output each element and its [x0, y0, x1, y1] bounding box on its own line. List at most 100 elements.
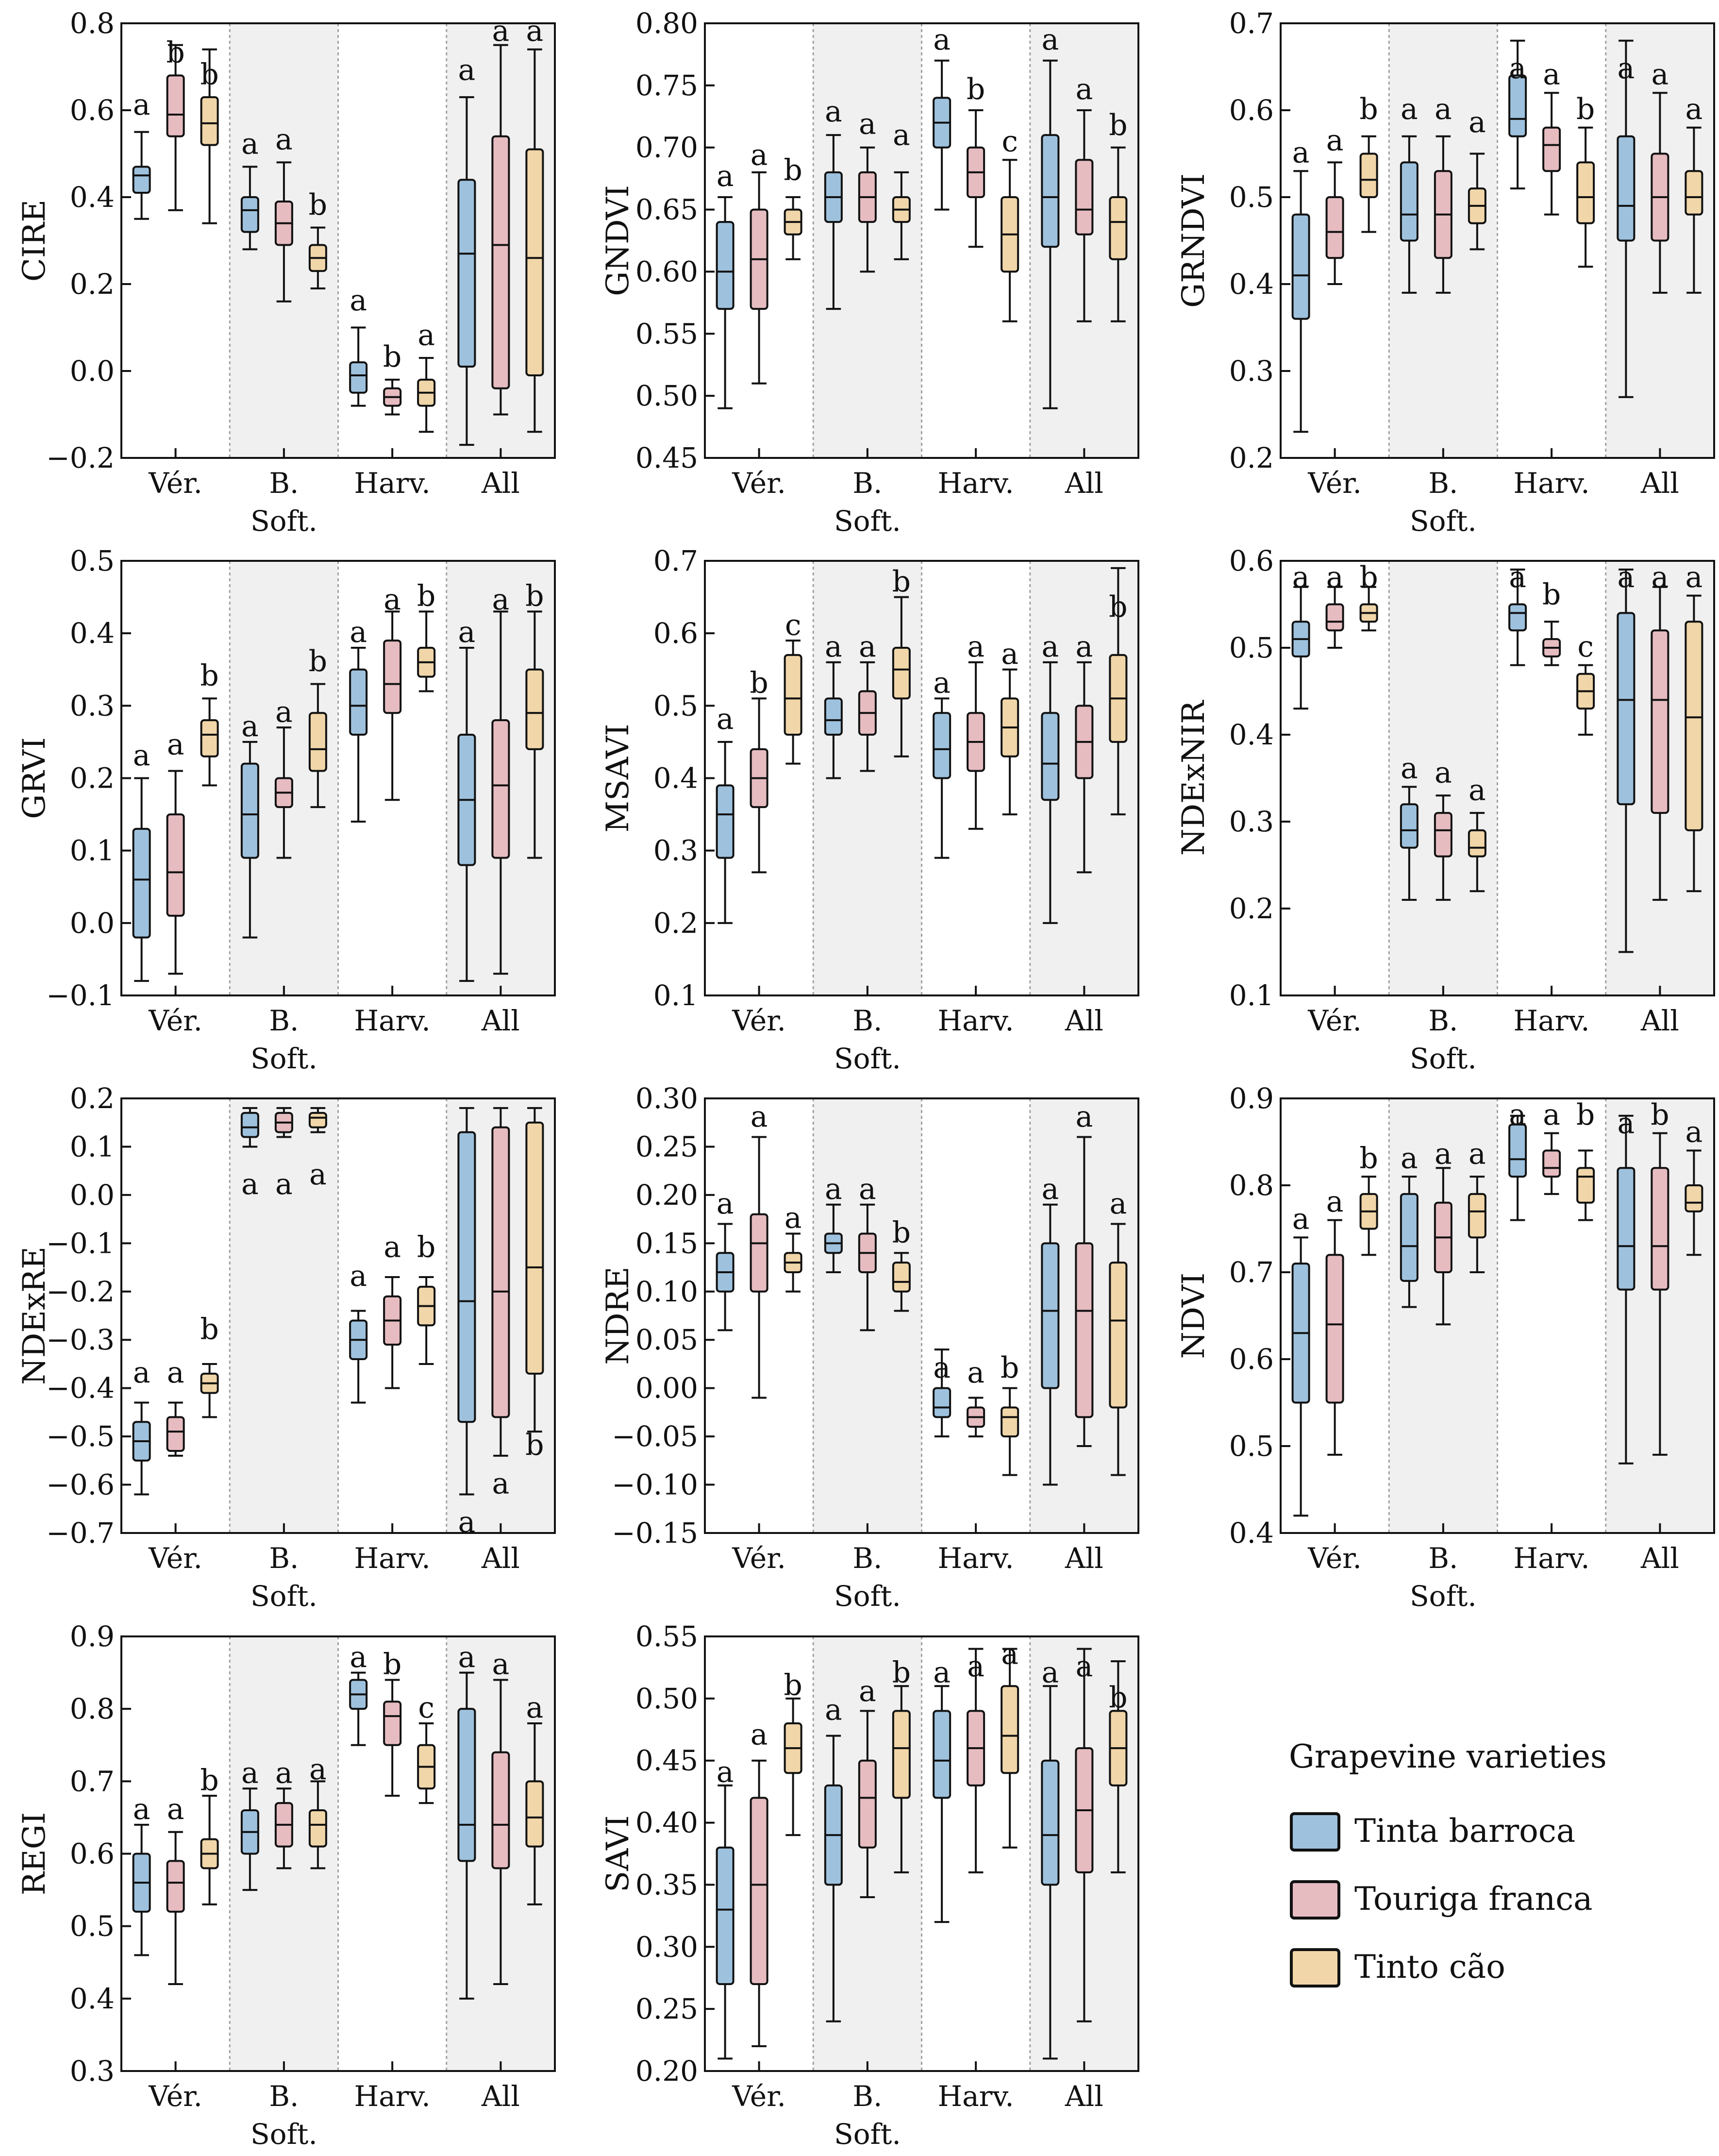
panel-savi: 0.20 0.25 0.30 0.35 0.40 0.45 0.50 0.55 Vér. B. So…	[600, 1620, 1139, 2151]
iqr-box	[1508, 1123, 1527, 1178]
significance-letter: a	[1075, 630, 1093, 664]
iqr-box	[1325, 1254, 1344, 1404]
box-touriga-franca: a	[967, 1648, 985, 1873]
significance-letter: b	[892, 1215, 911, 1249]
significance-letter: a	[1001, 637, 1018, 671]
legend-swatch	[1290, 1948, 1340, 1988]
box-tinto-cão: a	[308, 1107, 327, 1192]
iqr-box	[1617, 1167, 1636, 1291]
box-tinta-barroca: a	[1291, 1202, 1310, 1517]
y-axis-label: NDExRE	[17, 1246, 52, 1385]
significance-letter: a	[1001, 1637, 1018, 1671]
y-tick-label: 0.1	[70, 834, 115, 867]
box-tinta-barroca: a	[1400, 92, 1419, 294]
x-tick-label: B.	[269, 467, 299, 500]
iqr-box	[457, 1708, 476, 1862]
iqr-box	[1325, 603, 1344, 632]
significance-letter: a	[1543, 57, 1560, 91]
significance-letter: a	[1401, 1141, 1418, 1175]
y-tick-label: 0.5	[70, 1910, 115, 1943]
box-tinta-barroca: a	[824, 1693, 843, 2022]
significance-letter: a	[1326, 560, 1344, 594]
significance-letter: a	[275, 695, 293, 729]
significance-letter: b	[1359, 92, 1378, 126]
significance-letter: a	[751, 1100, 768, 1134]
y-tick-label: 0.2	[1229, 441, 1274, 474]
box-touriga-franca: a	[1325, 1185, 1344, 1456]
iqr-box	[383, 640, 402, 714]
iqr-box	[1041, 712, 1060, 801]
x-tick-label: Soft.	[834, 505, 901, 538]
box-touriga-franca: a	[1434, 92, 1452, 294]
iqr-box	[1291, 213, 1310, 320]
box-tinto-cão: a	[1468, 773, 1486, 893]
x-tick-label: Soft.	[834, 1580, 901, 1613]
y-tick-label: 0.8	[1229, 1169, 1274, 1202]
box-touriga-franca: a	[274, 1756, 293, 1870]
significance-letter: b	[383, 340, 401, 374]
x-tick-label: All	[481, 1004, 520, 1037]
y-tick-label: 0.55	[635, 1620, 698, 1653]
box-tinto-cão: b	[892, 565, 911, 758]
iqr-box	[1617, 612, 1636, 806]
box-tinta-barroca: a	[933, 23, 951, 211]
significance-letter: a	[133, 739, 150, 773]
box-tinta-barroca: a	[132, 739, 151, 982]
box-touriga-franca: a	[1325, 123, 1344, 285]
box-tinta-barroca: a	[824, 630, 843, 779]
box-tinto-cão: b	[200, 1312, 219, 1418]
box-tinta-barroca: a	[349, 1640, 368, 1746]
box-tinto-cão: a	[1001, 637, 1019, 816]
significance-letter: a	[458, 53, 475, 87]
significance-letter: c	[418, 1691, 434, 1725]
legend-title: Grapevine varieties	[1289, 1738, 1607, 1775]
iqr-box	[933, 1710, 951, 1799]
y-axis-label: REGI	[17, 1812, 52, 1895]
iqr-box	[716, 784, 734, 859]
iqr-box	[858, 1759, 877, 1849]
y-tick-label: −0.1	[46, 979, 115, 1012]
significance-letter: a	[1435, 1137, 1452, 1171]
box-tinto-cão: b	[309, 644, 327, 808]
y-tick-label: 0.3	[70, 2055, 115, 2088]
significance-letter: b	[383, 1648, 401, 1682]
y-tick-label: 0.3	[70, 689, 115, 722]
iqr-box	[1400, 1193, 1419, 1282]
significance-letter: a	[492, 1648, 509, 1682]
box-tinta-barroca: a	[349, 615, 368, 823]
box-tinto-cão: b	[784, 153, 802, 260]
box-tinta-barroca: a	[457, 1640, 476, 2000]
x-tick-label: Vér.	[148, 1004, 202, 1037]
significance-letter: b	[892, 565, 911, 599]
significance-letter: a	[133, 1792, 150, 1826]
iqr-box	[166, 1416, 185, 1452]
iqr-box	[1075, 159, 1094, 236]
box-tinta-barroca: a	[1041, 630, 1060, 924]
box-touriga-franca: a	[166, 727, 185, 975]
significance-letter: a	[384, 583, 401, 617]
box-touriga-franca: a	[1542, 1098, 1561, 1195]
iqr-box	[1685, 621, 1703, 831]
significance-letter: a	[350, 1259, 367, 1293]
box-touriga-franca: a	[1075, 630, 1094, 874]
significance-letter: a	[1041, 1172, 1059, 1206]
box-tinto-cão: b	[525, 1107, 544, 1462]
iqr-box	[132, 166, 151, 194]
significance-letter: b	[892, 1656, 911, 1690]
legend-swatch	[1290, 1880, 1340, 1920]
x-tick-label: Vér.	[1307, 467, 1362, 500]
significance-letter: b	[1576, 1098, 1595, 1132]
box-touriga-franca: b	[166, 36, 185, 211]
x-tick-label: All	[481, 1542, 520, 1575]
significance-letter: a	[1292, 1202, 1310, 1236]
significance-letter: a	[933, 1351, 951, 1385]
y-tick-label: 0.5	[1229, 631, 1274, 664]
significance-letter: a	[859, 630, 876, 664]
significance-letter: a	[417, 318, 435, 352]
x-tick-label: Harv.	[1514, 467, 1590, 500]
y-tick-label: 0.45	[635, 441, 698, 474]
y-tick-label: 0.35	[635, 1868, 698, 1901]
x-tick-label: All	[481, 467, 520, 500]
x-tick-label: Soft.	[1410, 1580, 1477, 1613]
